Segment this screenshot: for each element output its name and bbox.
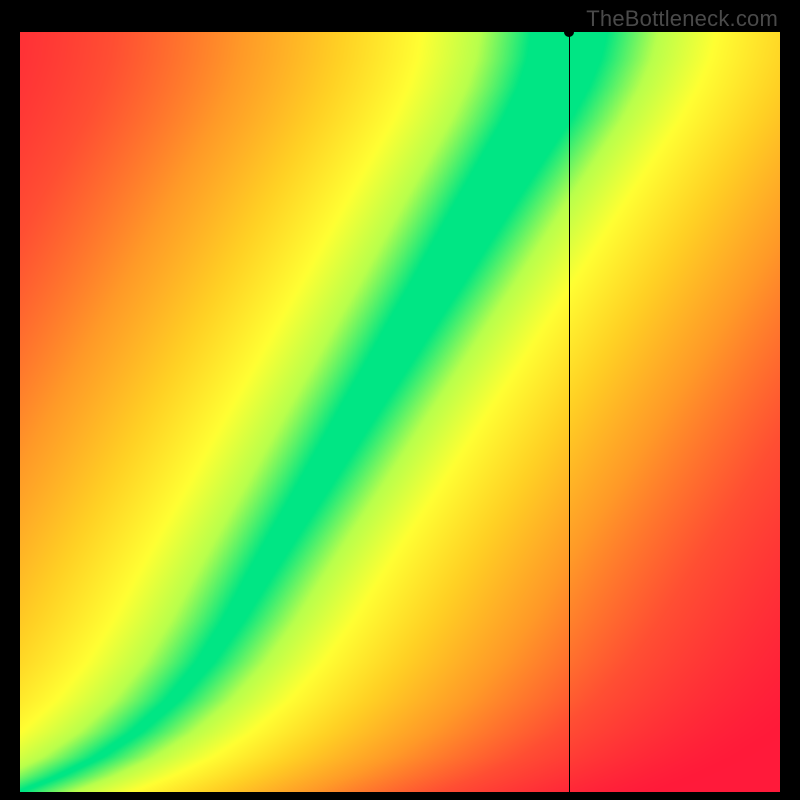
chart-wrapper: TheBottleneck.com: [0, 0, 800, 800]
ridge-top-marker: [564, 27, 574, 37]
attribution-text: TheBottleneck.com: [586, 6, 778, 32]
vertical-guide-line: [569, 32, 570, 792]
heatmap-canvas: [20, 32, 780, 792]
heatmap-plot-area: [20, 32, 780, 792]
